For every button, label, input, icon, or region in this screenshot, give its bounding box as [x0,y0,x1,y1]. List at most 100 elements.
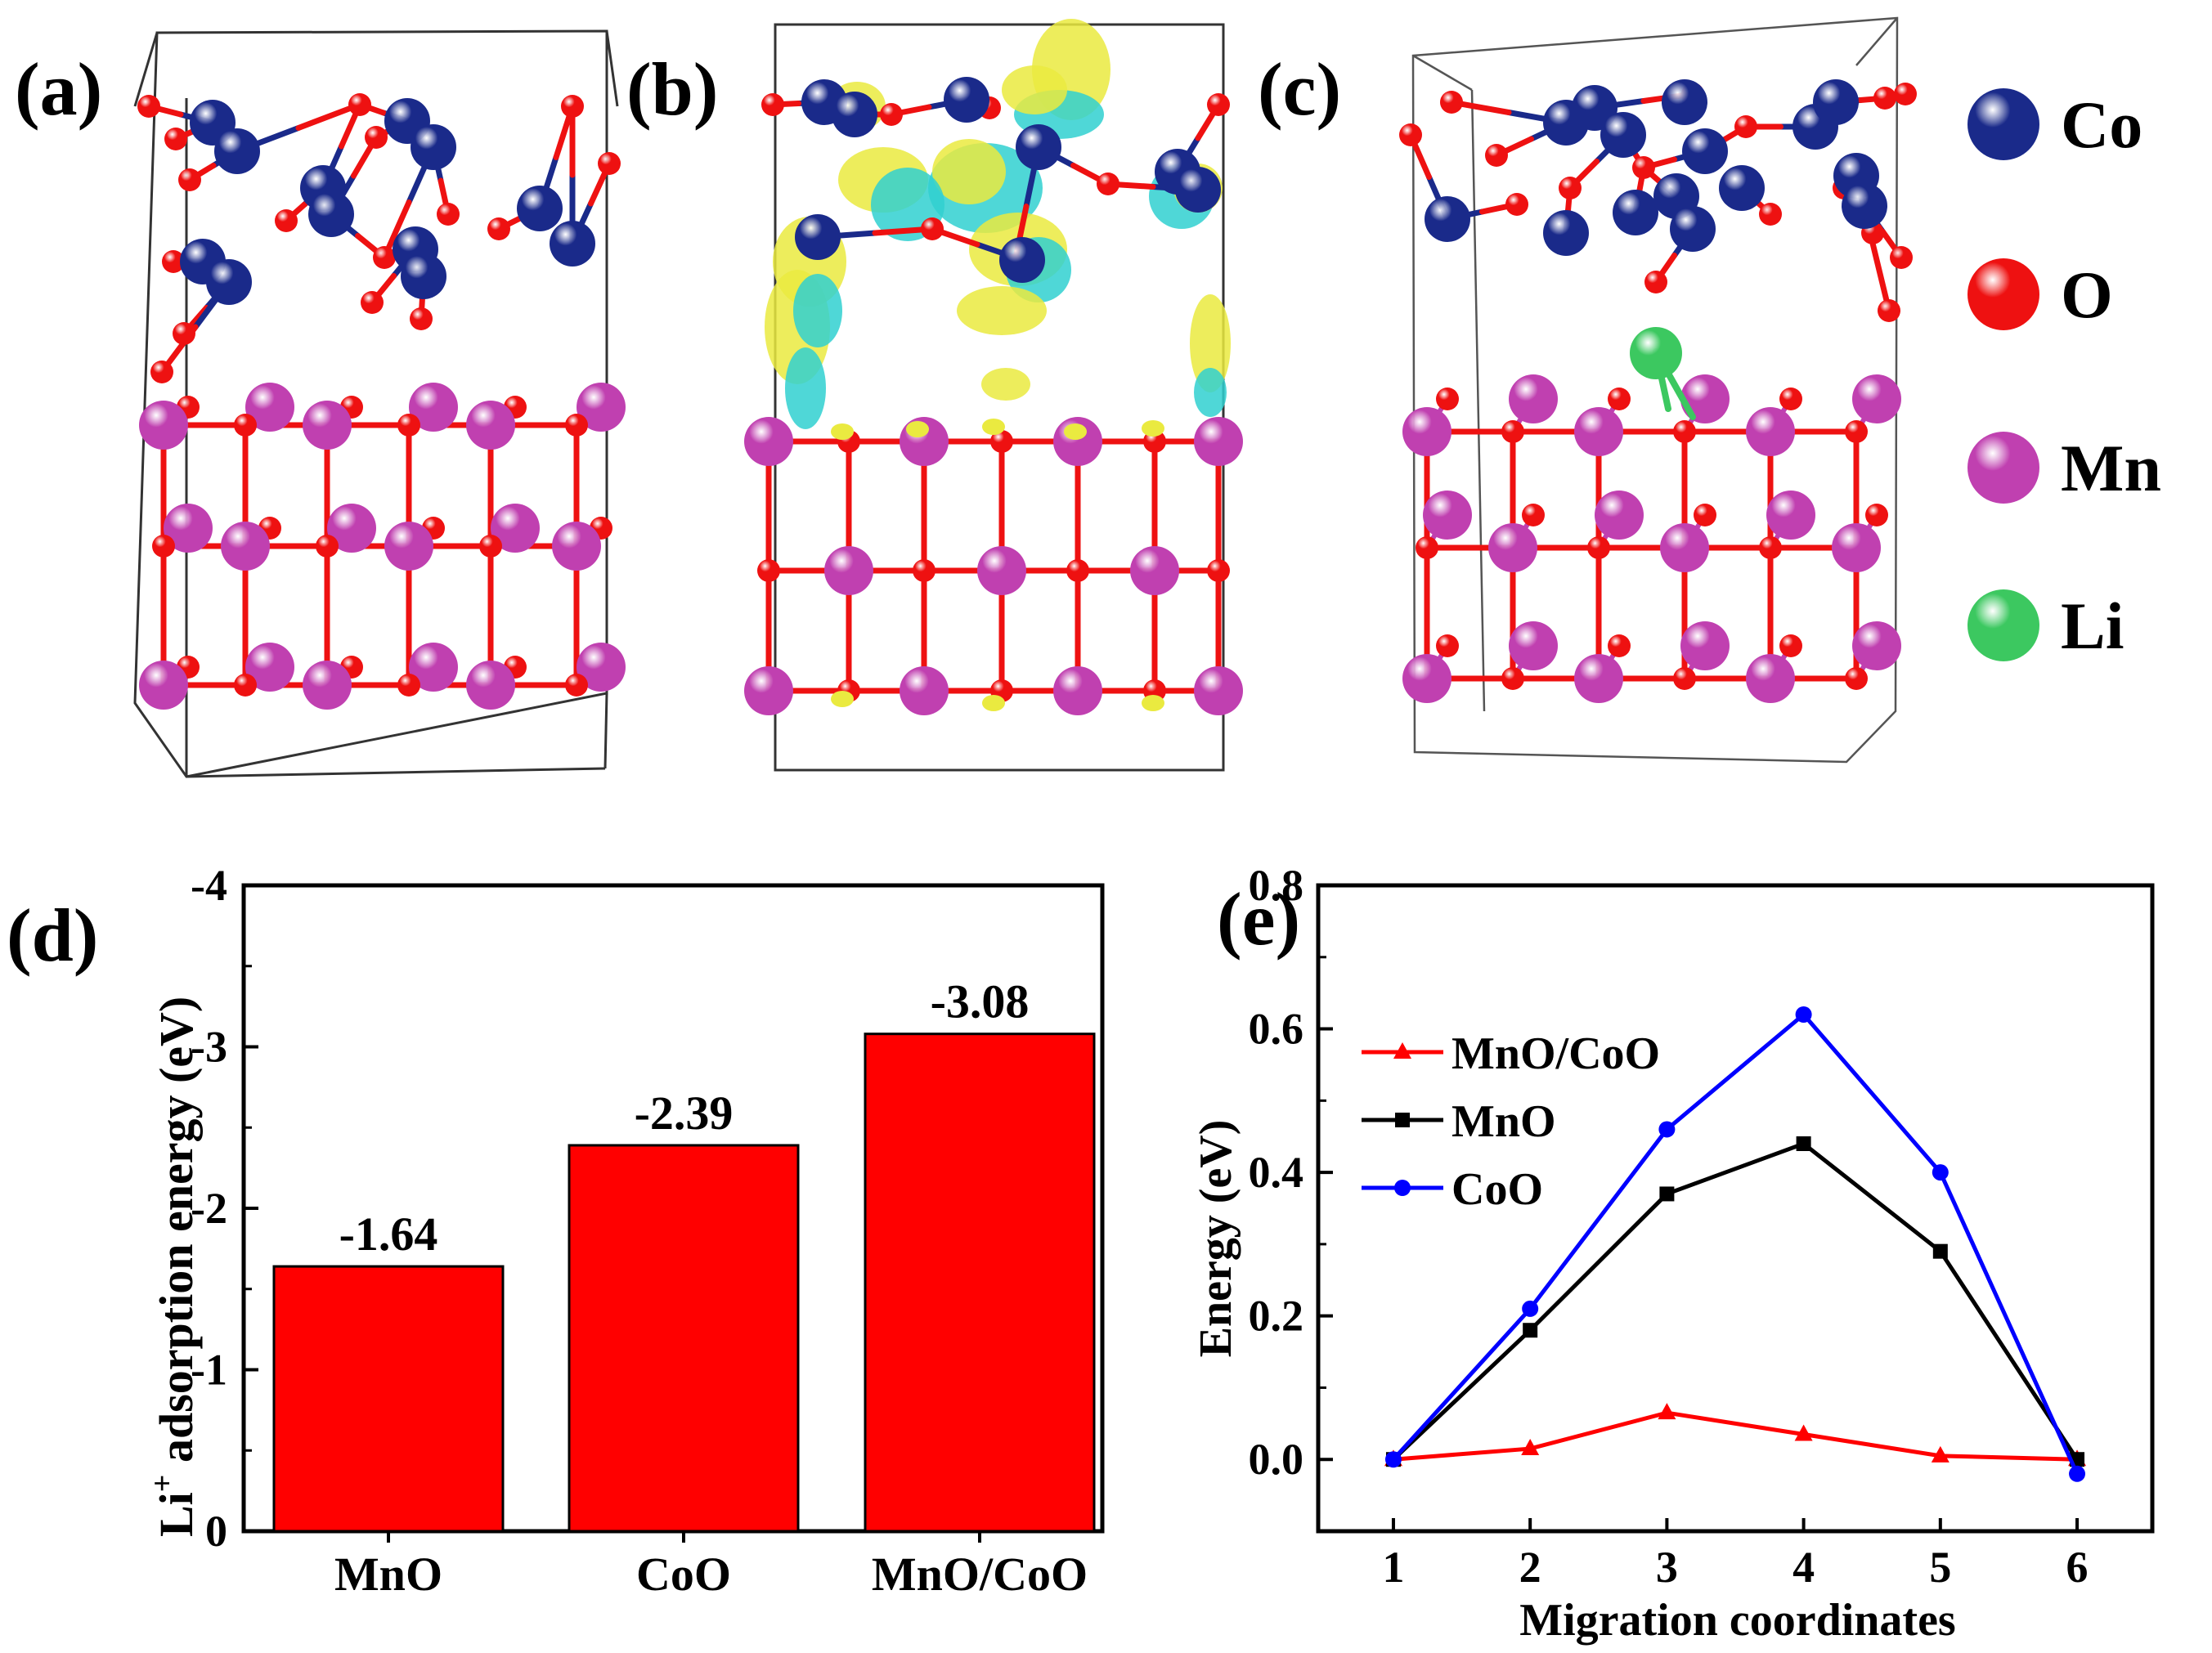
legend-atom-o-swatch [1967,258,2039,330]
oxygen-atom [1632,156,1655,179]
series-line-mno-coo [1393,1410,2078,1462]
charge-density-isosurface [1064,423,1087,440]
manganese-atom [491,504,540,553]
manganese-atom [1574,407,1623,456]
charge-density-isosurface [1190,294,1231,392]
oxygen-atom [1644,271,1667,293]
oxygen-atom [990,430,1013,453]
oxygen-atom [1673,667,1696,690]
manganese-atom [409,383,458,432]
oxygen-atom [365,126,388,149]
data-point-mno-coo [1931,1445,1950,1463]
unit-cell-edge [1470,89,1486,712]
y-tick-label: 0.0 [1249,1435,1304,1484]
charge-density-isosurface [982,695,1005,711]
oxygen-atom [565,674,588,697]
oxygen-atom [1845,667,1868,690]
oxygen-atom [316,535,339,558]
oxygen-atom [1501,420,1524,443]
panel-label-b: (b) [626,47,718,131]
x-tick-label: 1 [1382,1543,1404,1592]
legend-atom-o-label: O [2061,258,2113,332]
x-tick-label: CoO [636,1548,731,1601]
legend-marker-mno-coo [1393,1042,1411,1059]
data-point-coo [1522,1300,1539,1317]
oxygen-atom [1734,115,1757,138]
y-tick-label: -1 [191,1346,227,1395]
series-line-coo [1392,1011,2080,1475]
cobalt-atom [206,259,252,305]
data-point-mno [1796,1136,1811,1151]
lithium-atom [1630,327,1682,379]
data-point-mno [1932,1243,1948,1259]
cobalt-atom [1175,167,1221,213]
chart-e-x-axis-label: Migration coordinates [1519,1595,1955,1646]
manganese-atom [245,643,294,692]
manganese-atom [1423,491,1472,540]
oxygen-atom [348,93,371,116]
oxygen-atom [234,414,257,437]
x-tick-label: 2 [1519,1543,1541,1592]
manganese-atom [977,546,1026,595]
panel-label-e: (e) [1217,877,1300,961]
legend-label-mno: MnO [1451,1096,1556,1147]
oxygen-atom [1779,387,1802,410]
charge-density-isosurface [785,347,826,429]
manganese-atom [1680,374,1730,423]
legend-atom-co-label: Co [2061,87,2142,162]
bond [1869,240,1892,314]
bar-mno-coo [864,1033,1096,1533]
oxygen-atom [234,674,257,697]
chart-e: 0.0 0.2 0.4 0.6 0.8 1 2 3 4 5 6 MnO/CoO MnO CoO Ener… [1191,861,2155,1646]
manganese-atom [1402,654,1451,703]
manganese-atom [164,504,213,553]
panel-label-d: (d) [7,894,98,977]
cobalt-atom [832,92,877,137]
oxygen-atom [1436,387,1459,410]
cobalt-atom [550,221,595,267]
data-point-coo [1795,1006,1812,1023]
unit-cell-edge [186,767,606,778]
oxygen-atom [152,535,175,558]
unit-cell-box-c [1411,16,1899,764]
structure-panel-c [1399,16,1917,764]
charge-density-isosurface [1142,420,1164,437]
manganese-atom [327,504,376,553]
x-tick-label: 5 [1929,1543,1951,1592]
oxygen-atom [1207,559,1230,582]
oxygen-atom [1522,504,1545,526]
oxygen-atom [1890,246,1913,269]
data-point-coo [1932,1164,1949,1181]
oxygen-atom [162,250,185,273]
oxygen-atom [561,95,584,118]
y-tick-label: -3 [191,1023,227,1072]
oxygen-atom [1207,93,1230,116]
manganese-atom [1509,374,1558,423]
manganese-atom [1402,407,1451,456]
data-point-mno [1659,1186,1675,1202]
oxygen-atom [150,361,173,383]
oxygen-atom [598,152,621,175]
manganese-atom [1746,407,1795,456]
oxygen-atom [173,322,195,345]
y-tick-label: 0.8 [1249,861,1304,910]
oxygen-atom [1894,83,1917,105]
oxygen-atom [373,246,396,269]
oxygen-atom [1399,123,1422,146]
unit-cell-edge [1412,54,1473,92]
unit-cell-edge [1855,17,1898,66]
oxygen-atom [275,209,298,232]
oxygen-atom [1694,504,1716,526]
charge-density-isosurface [831,691,854,707]
legend-atom-co-swatch [1967,88,2039,160]
y-tick-label: -4 [191,861,227,910]
oxygen-atom [437,203,460,226]
legend-atom-li-swatch [1967,589,2039,661]
oxygen-atom [761,93,784,116]
bar-value-label: -3.08 [931,975,1030,1028]
oxygen-atom [1873,87,1896,110]
x-tick-label: MnO [334,1548,442,1601]
cobalt-atom [1662,79,1707,125]
charge-density-isosurface [906,421,929,437]
